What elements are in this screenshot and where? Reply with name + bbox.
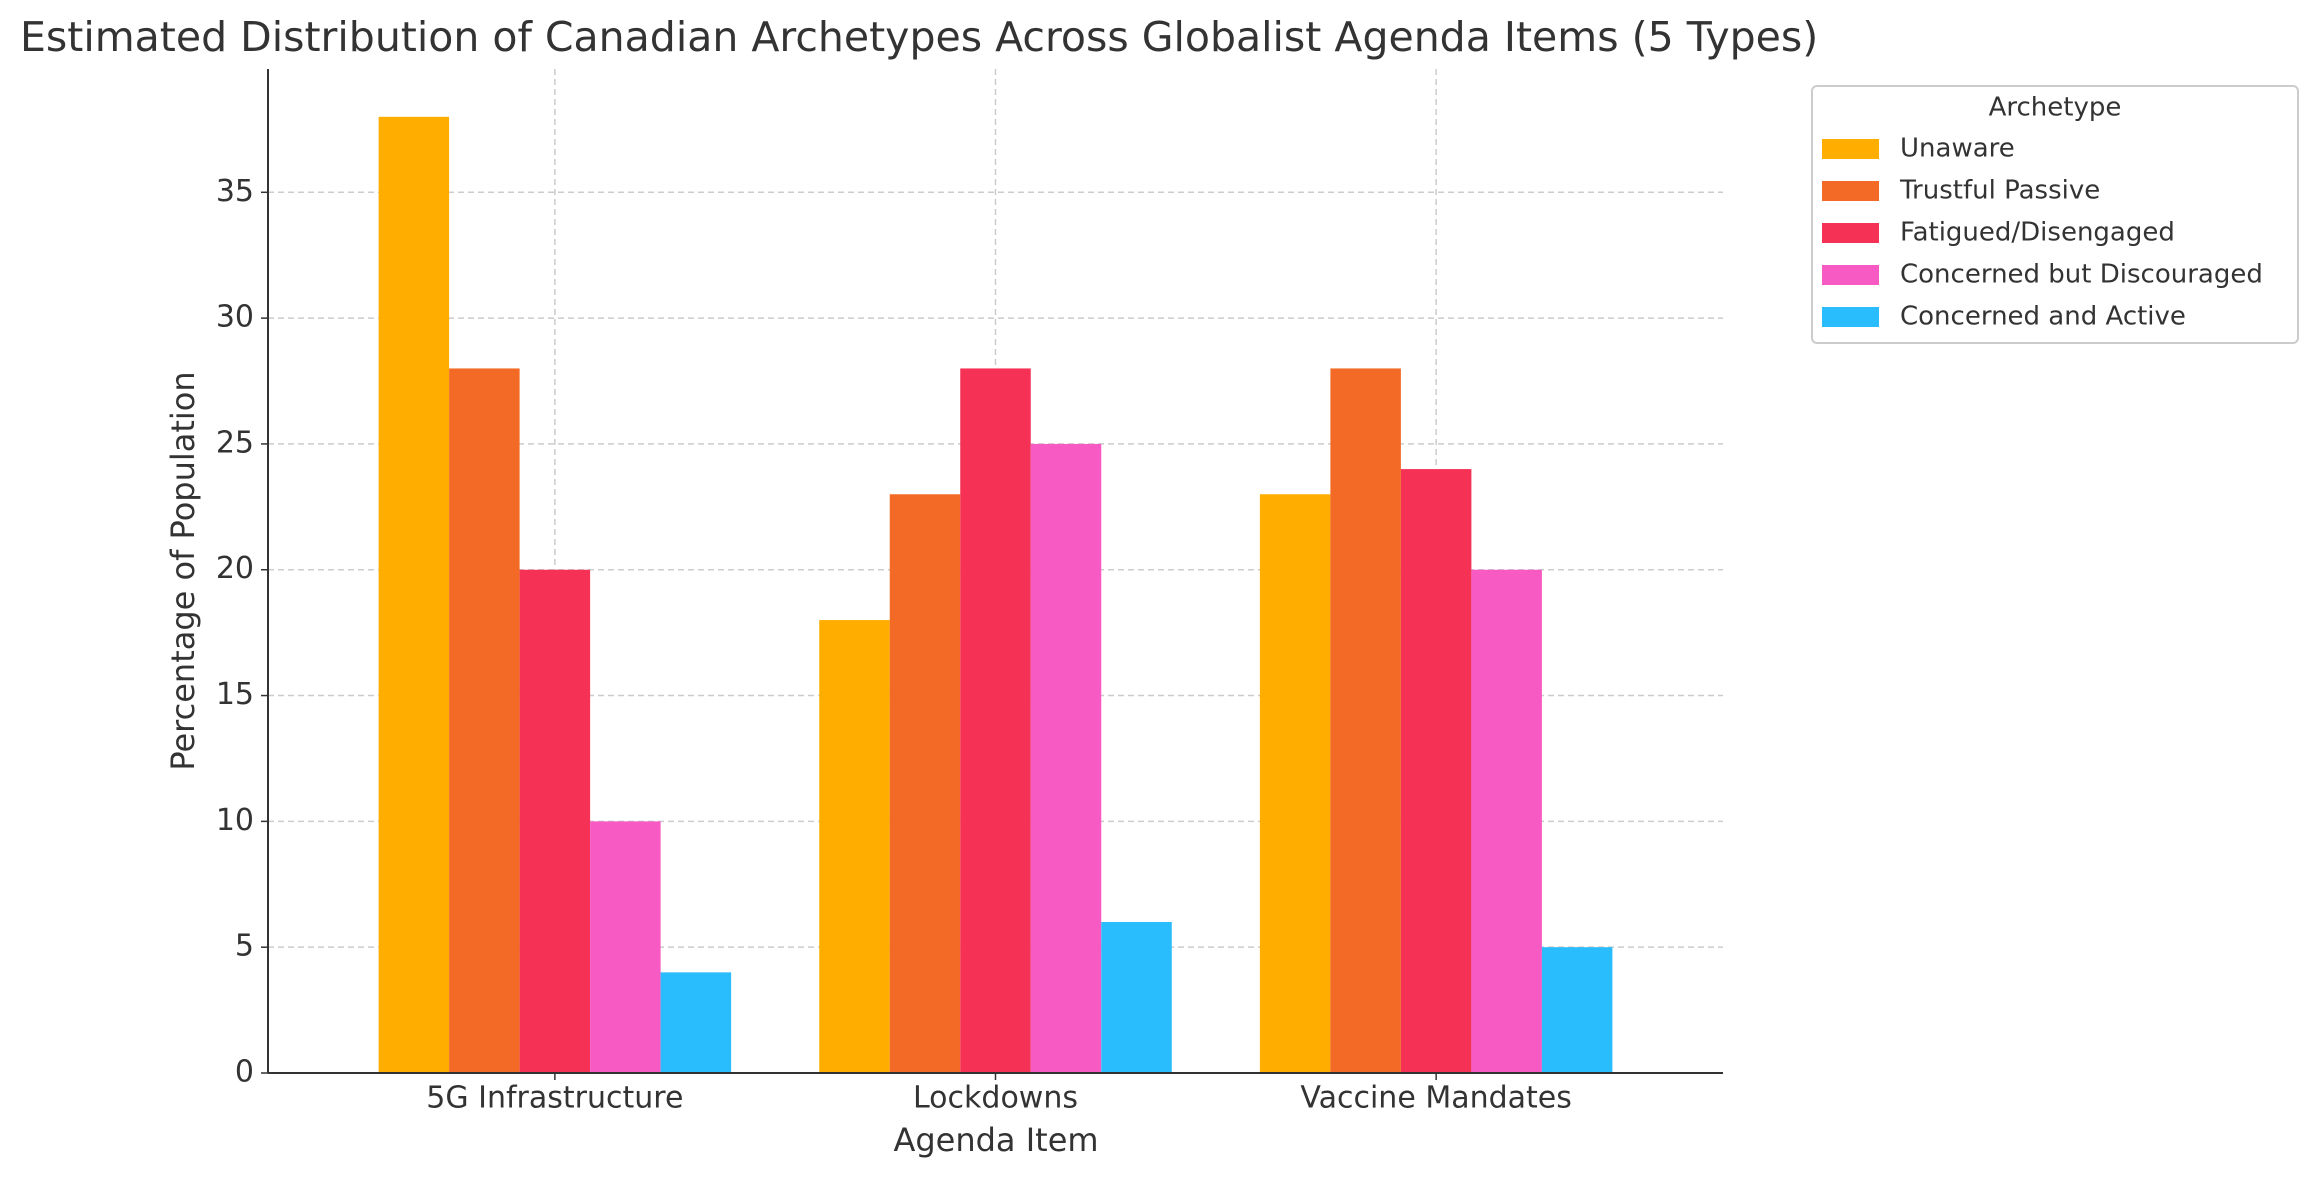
bar <box>449 368 520 1073</box>
y-tick-label: 0 <box>235 1055 254 1090</box>
legend-swatch <box>1822 223 1879 243</box>
x-tick-label: Vaccine Mandates <box>1300 1081 1571 1116</box>
legend-label: Concerned and Active <box>1900 302 2186 332</box>
y-tick-label: 30 <box>216 300 254 335</box>
y-tick-label: 35 <box>216 174 254 209</box>
y-tick-label: 15 <box>216 677 254 712</box>
legend-label: Unaware <box>1900 134 2015 164</box>
bar <box>590 821 661 1073</box>
bar <box>1400 469 1472 1074</box>
legend-box <box>1811 85 2299 344</box>
legend-swatch <box>1822 265 1879 285</box>
legend-swatch <box>1822 139 1879 159</box>
y-tick-label: 5 <box>235 929 254 964</box>
legend-label: Fatigued/Disengaged <box>1900 218 2175 248</box>
x-tick-label: Lockdowns <box>913 1081 1078 1116</box>
y-tick-label: 10 <box>216 803 254 838</box>
bar <box>819 620 890 1073</box>
bar <box>1471 569 1542 1073</box>
legend-label: Concerned but Discouraged <box>1900 260 2263 290</box>
y-axis-label: Percentage of Population <box>164 371 202 770</box>
bar <box>1030 443 1102 1073</box>
bar <box>960 368 1031 1073</box>
bar <box>1101 922 1172 1073</box>
bar <box>1330 368 1401 1073</box>
bar <box>1259 494 1331 1073</box>
legend-label: Trustful Passive <box>1899 176 2100 206</box>
x-axis-label: Agenda Item <box>893 1121 1098 1159</box>
bar <box>889 494 961 1073</box>
bar <box>660 972 732 1073</box>
y-tick-label: 20 <box>216 551 254 586</box>
bar <box>378 116 450 1074</box>
y-tick-label: 25 <box>216 425 254 460</box>
legend-swatch <box>1822 307 1879 327</box>
chart-title: Estimated Distribution of Canadian Arche… <box>20 13 1818 61</box>
legend-title: Archetype <box>1989 93 2122 123</box>
bar <box>519 569 591 1073</box>
bar <box>1541 947 1613 1073</box>
x-tick-label: 5G Infrastructure <box>426 1081 683 1116</box>
legend-swatch <box>1822 181 1879 201</box>
